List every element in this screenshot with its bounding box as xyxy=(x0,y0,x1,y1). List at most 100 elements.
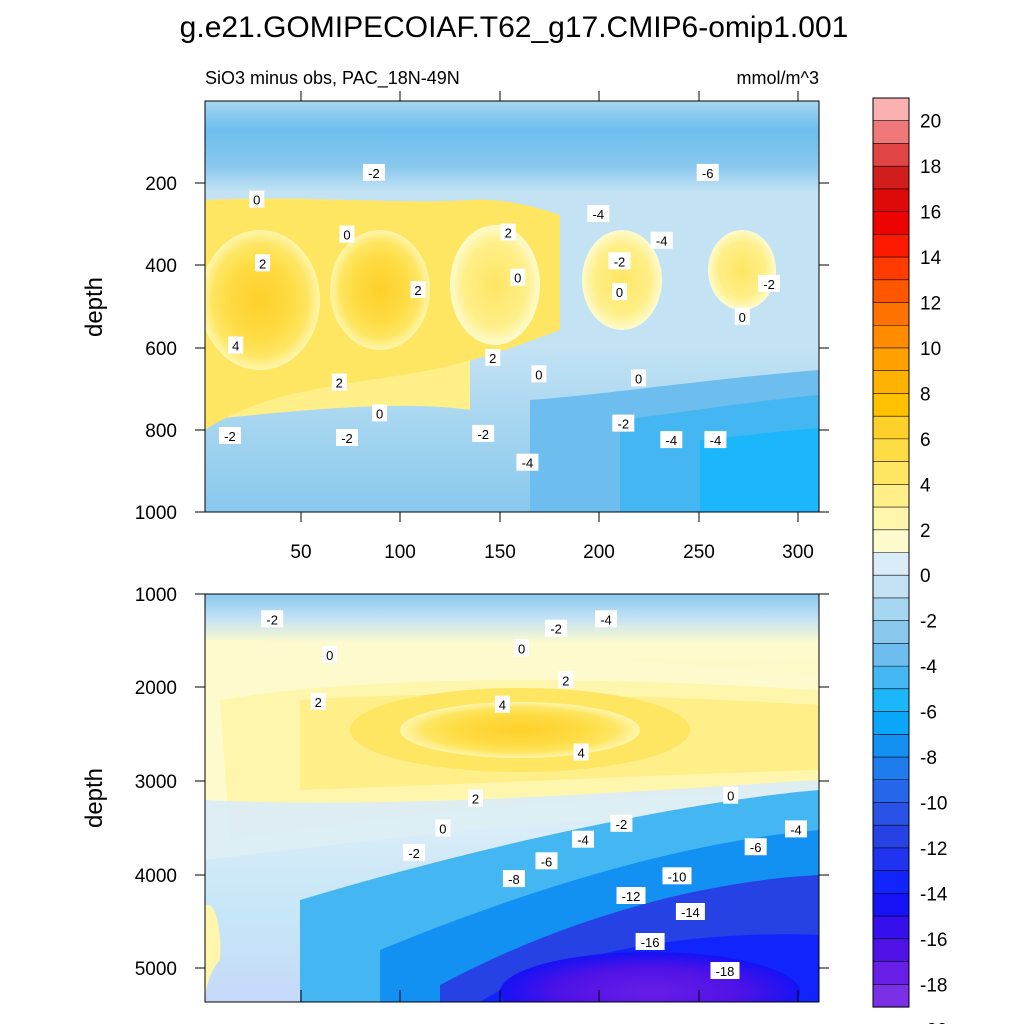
colorbar-swatch xyxy=(873,779,909,804)
colorbar-tick-label: 20 xyxy=(920,112,941,133)
contour-label-box xyxy=(535,852,558,870)
contour-label-box xyxy=(612,414,635,432)
lower-ytick-5000: 5000 xyxy=(135,959,829,980)
chart-title: g.e21.GOMIPECOIAF.T62_g17.CMIP6-omip1.00… xyxy=(180,11,849,44)
contour-label: -2 xyxy=(550,622,562,637)
upper-ytick-400: 400 xyxy=(145,256,829,277)
colorbar-swatch xyxy=(873,620,909,645)
upper-xtick-150: 150 xyxy=(484,91,516,563)
contour-label-box xyxy=(616,887,646,904)
contour-label: -4 xyxy=(522,456,534,471)
upper-fill xyxy=(205,101,819,512)
contour-label-box xyxy=(573,743,589,761)
colorbar-swatch xyxy=(873,984,909,1008)
upper-xtick-label: 50 xyxy=(290,542,311,563)
colorbar-swatch xyxy=(873,597,909,622)
contour-label: -2 xyxy=(341,431,353,446)
lower-ytick-label: 2000 xyxy=(135,678,177,699)
colorbar-tick-label: -18 xyxy=(920,975,947,996)
contour-label-box xyxy=(249,190,265,208)
upper-xtick-200: 200 xyxy=(583,91,615,563)
colorbar-swatch xyxy=(873,552,909,576)
contour-label: -6 xyxy=(750,840,762,855)
contour-label-box xyxy=(435,819,451,837)
upper-xtick-100: 100 xyxy=(384,91,416,563)
colorbar-tick-label: 4 xyxy=(920,475,931,496)
contour-label-box xyxy=(710,962,740,979)
contour-label: -4 xyxy=(790,822,802,837)
contour-label: -4 xyxy=(577,833,589,848)
contour-label: 0 xyxy=(326,648,333,663)
contour-label: 0 xyxy=(518,641,525,656)
colorbar-swatch xyxy=(873,870,909,894)
lower-y-axis-label: depth xyxy=(81,768,108,828)
chart-subtitle-left: SiO3 minus obs, PAC_18N-49N xyxy=(205,68,460,89)
upper-xtick-50: 50 xyxy=(290,91,312,563)
contour-label: 0 xyxy=(343,228,350,243)
colorbar-swatch xyxy=(873,393,909,417)
colorbar-swatch xyxy=(873,98,909,122)
colorbar-swatch xyxy=(873,325,909,349)
contour-label-box xyxy=(510,268,526,286)
colorbar-swatch xyxy=(873,938,909,963)
lower-ytick-label: 4000 xyxy=(135,866,177,887)
contour-label: -18 xyxy=(716,964,735,979)
lower-ytick-label: 5000 xyxy=(135,959,177,980)
colorbar-swatch xyxy=(873,529,909,554)
contour-label-box xyxy=(612,283,627,301)
colorbar-swatch xyxy=(873,847,909,872)
contour-label-box xyxy=(403,843,426,861)
contour-label-box xyxy=(631,369,647,387)
contour-label: -2 xyxy=(614,254,626,269)
contour-label-box xyxy=(660,431,683,449)
contour-label-box xyxy=(572,830,594,848)
colorbar-tick-label: -2 xyxy=(920,612,937,633)
colorbar-tick-label: -20 xyxy=(920,1021,947,1024)
colorbar-swatch xyxy=(873,279,909,304)
colorbar-labels: 20181614121086420-2-4-6-8-10-12-14-16-18… xyxy=(920,112,948,1024)
colorbar-swatch xyxy=(873,688,909,713)
colorbar-tick-label: 6 xyxy=(920,430,931,451)
upper-xtick-label: 150 xyxy=(484,542,516,563)
colorbar-swatch xyxy=(873,416,909,440)
contour-label-box xyxy=(545,619,568,637)
colorbar-tick-label: -10 xyxy=(920,794,947,815)
colorbar-tick-label: -4 xyxy=(920,657,937,678)
contour-label-box xyxy=(322,646,338,663)
colorbar-swatch xyxy=(873,188,909,213)
contour-label: -2 xyxy=(477,427,489,442)
colorbar-swatch xyxy=(873,757,909,781)
colorbar-swatch xyxy=(873,143,909,167)
upper-ytick-1000: 1000 xyxy=(135,503,829,524)
colorbar-swatch xyxy=(873,438,909,463)
upper-ytick-label: 1000 xyxy=(135,503,177,524)
colorbar-swatch xyxy=(873,257,909,281)
lower-ytick-label: 1000 xyxy=(135,585,177,606)
lower-y-ticks: 1000 2000 3000 4000 5000 xyxy=(135,585,829,980)
contour-label: -2 xyxy=(224,429,236,444)
contour-label-box xyxy=(336,429,358,446)
colorbar-swatch xyxy=(873,711,909,735)
upper-panel: 200 400 600 800 1000 50 100 150 200 250 … xyxy=(81,91,829,563)
colorbar-swatch xyxy=(873,734,909,758)
contour-label-box xyxy=(516,453,539,471)
contour-label-box xyxy=(675,903,705,920)
contour-label: 2 xyxy=(489,351,496,366)
contour-label-box xyxy=(635,933,665,950)
colorbar-tick-label: 10 xyxy=(920,339,941,360)
contour-label: 2 xyxy=(315,695,322,710)
upper-xtick-label: 200 xyxy=(583,542,615,563)
upper-xtick-label: 300 xyxy=(782,542,814,563)
contour-label-box xyxy=(261,610,284,628)
lower-ytick-3000: 3000 xyxy=(135,772,829,793)
contour-label: -2 xyxy=(616,817,628,832)
contour-label-box xyxy=(662,867,692,885)
contour-label: -12 xyxy=(622,889,641,904)
lower-x-ticks xyxy=(300,990,799,1002)
contour-label: 0 xyxy=(635,371,642,386)
upper-contour-labels: -4 -2 -2 -2 -4 -4 -2 0 2 0 0 2 4 0 2 0 -2 0 2 -2 -4 2 0 -4 0 -2 -6 xyxy=(218,163,781,471)
upper-xtick-300: 300 xyxy=(782,91,814,563)
upper-y-ticks: 200 400 600 800 1000 xyxy=(135,174,829,524)
contour-label-box xyxy=(500,223,516,241)
colorbar-swatch xyxy=(873,347,909,372)
